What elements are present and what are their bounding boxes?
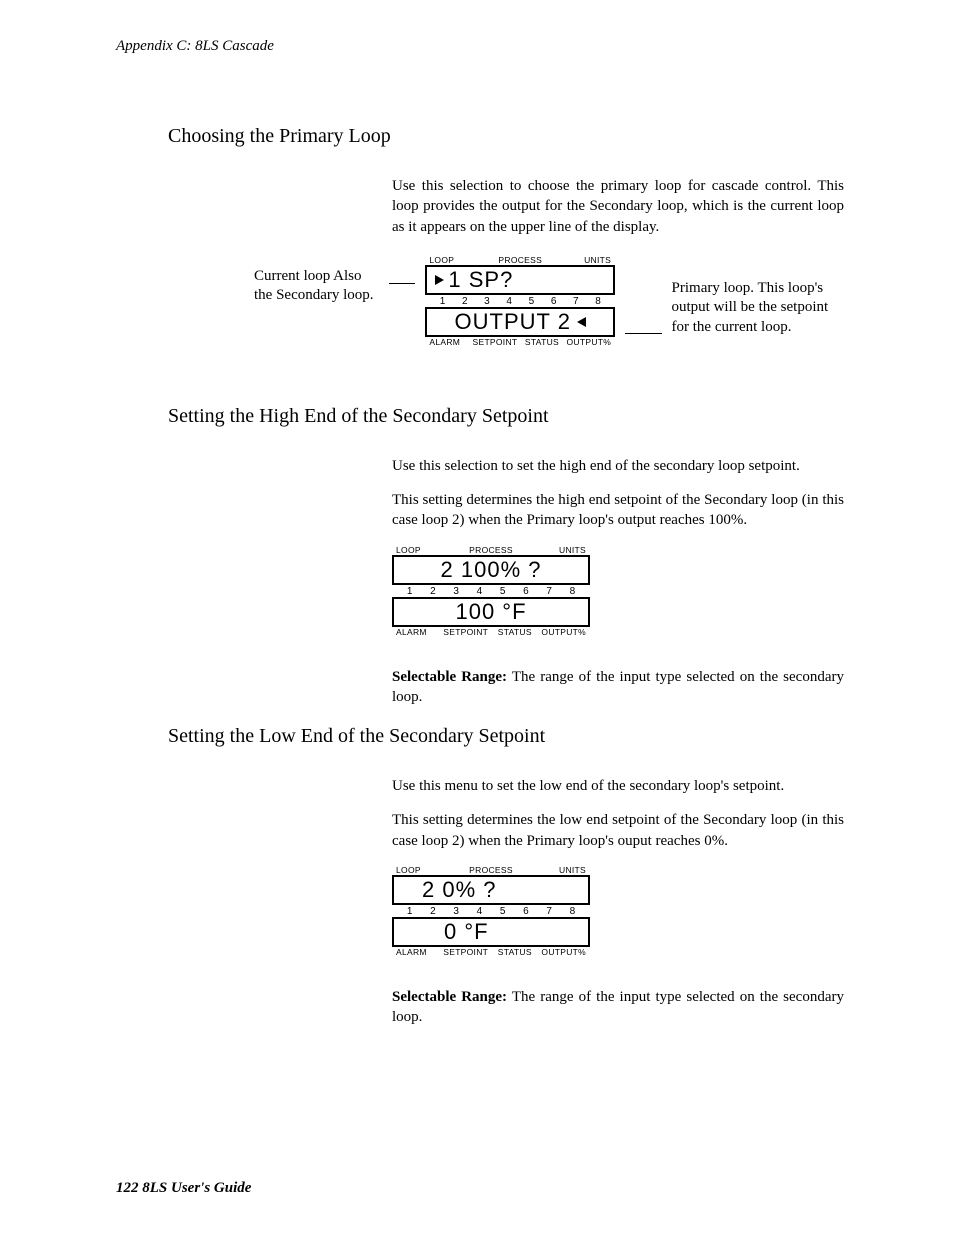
callout-current-loop: Current loop Also the Secondary loop. — [254, 255, 379, 306]
section2-title: Setting the High End of the Secondary Se… — [168, 405, 844, 428]
lcd1-row2: OUTPUT 2 — [425, 307, 615, 337]
section3-range: Selectable Range: The range of the input… — [392, 987, 844, 1028]
section2-para2: This setting determines the high end set… — [392, 490, 844, 531]
lcd2-row2: 100 °F — [392, 597, 590, 627]
section1-title: Choosing the Primary Loop — [168, 125, 844, 148]
lcd-top-labels: LOOP PROCESS UNITS — [392, 545, 590, 555]
page-header-appendix: Appendix C: 8LS Cascade — [116, 38, 844, 55]
section1-paragraph: Use this selection to choose the primary… — [392, 176, 844, 237]
lcd-label-loop: LOOP — [429, 255, 465, 265]
section2-para1: Use this selection to set the high end o… — [392, 456, 844, 476]
lcd3-row1-text: 2 0% ? — [422, 879, 497, 901]
lcd3-row2-text: 0 °F — [444, 921, 489, 943]
range-label: Selectable Range: — [392, 989, 507, 1005]
lcd1-row2-text: OUTPUT 2 — [455, 311, 571, 333]
lcd1-row1-text: 1 SP? — [448, 269, 513, 291]
lcd-number-strip: 1 2 3 4 5 6 7 8 — [392, 905, 590, 917]
lcd-bottom-labels: ALARM SETPOINT STATUS OUTPUT% — [425, 337, 615, 347]
connector-line-left — [389, 283, 416, 284]
lcd2-row1-text: 2 100% ? — [441, 559, 542, 581]
lcd-bottom-labels: ALARM SETPOINT STATUS OUTPUT% — [392, 947, 590, 957]
figure-primary-loop: Current loop Also the Secondary loop. LO… — [254, 255, 844, 347]
callout-primary-loop: Primary loop. This loop's output will be… — [672, 255, 844, 338]
section2-range: Selectable Range: The range of the input… — [392, 667, 844, 708]
figure-low-end: LOOP PROCESS UNITS 2 0% ? 1 2 3 4 5 6 7 … — [392, 865, 844, 957]
lcd3-row1: 2 0% ? — [392, 875, 590, 905]
lcd-panel-3: LOOP PROCESS UNITS 2 0% ? 1 2 3 4 5 6 7 … — [392, 865, 590, 957]
lcd1-row1: 1 SP? — [425, 265, 615, 295]
range-label: Selectable Range: — [392, 669, 507, 685]
section3-title: Setting the Low End of the Secondary Set… — [168, 725, 844, 748]
lcd-label-units: UNITS — [575, 255, 611, 265]
page-footer: 122 8LS User's Guide — [116, 1180, 251, 1197]
lcd-top-labels: LOOP PROCESS UNITS — [392, 865, 590, 875]
section3-para2: This setting determines the low end setp… — [392, 810, 844, 851]
figure-high-end: LOOP PROCESS UNITS 2 100% ? 1 2 3 4 5 6 … — [392, 545, 844, 637]
lcd-label-process: PROCESS — [465, 255, 575, 265]
lcd2-row2-text: 100 °F — [455, 601, 526, 623]
lcd-number-strip: 1 2 3 4 5 6 7 8 — [425, 295, 615, 307]
section3-para1: Use this menu to set the low end of the … — [392, 776, 844, 796]
lcd2-row1: 2 100% ? — [392, 555, 590, 585]
lcd-panel-2: LOOP PROCESS UNITS 2 100% ? 1 2 3 4 5 6 … — [392, 545, 590, 637]
lcd-top-labels: LOOP PROCESS UNITS — [425, 255, 615, 265]
lcd-number-strip: 1 2 3 4 5 6 7 8 — [392, 585, 590, 597]
lcd3-row2: 0 °F — [392, 917, 590, 947]
lcd-panel-1: LOOP PROCESS UNITS 1 SP? 1 2 3 4 5 6 7 8… — [425, 255, 615, 347]
lcd-bottom-labels: ALARM SETPOINT STATUS OUTPUT% — [392, 627, 590, 637]
connector-line-right — [625, 333, 661, 334]
